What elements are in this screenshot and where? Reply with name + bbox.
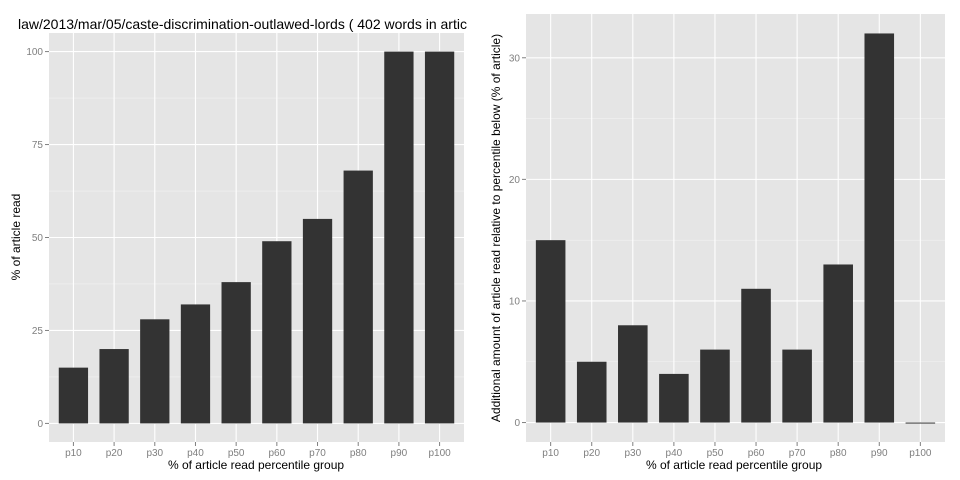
bar-p60 xyxy=(262,241,292,424)
bar-p10 xyxy=(535,240,566,423)
x-tick-label-p60: p60 xyxy=(268,448,285,459)
bar-p80 xyxy=(823,264,853,423)
left-chart-title: law/2013/mar/05/caste-discrimination-out… xyxy=(18,16,467,32)
left-x-axis-title: % of article read percentile group xyxy=(168,458,344,472)
right-y-axis-title: Additional amount of article read relati… xyxy=(489,34,503,422)
bar-p20 xyxy=(99,349,129,424)
x-tick-label-p80: p80 xyxy=(830,448,847,459)
x-tick-label-p100: p100 xyxy=(909,448,932,459)
left-x-axis: p10 p20 p30 p40 p50 p60 p70 p80 p90 p100 xyxy=(65,442,451,459)
right-x-axis: p10 p20 p30 p40 p50 p60 p70 p80 p90 p100 xyxy=(542,442,932,459)
y-tick-label: 0 xyxy=(514,418,520,429)
left-y-axis: 0 25 50 75 100 xyxy=(26,47,49,430)
x-tick-label-p70: p70 xyxy=(309,448,326,459)
bar-p90 xyxy=(864,33,895,423)
y-tick-label: 10 xyxy=(509,296,521,307)
bar-p30 xyxy=(618,325,648,423)
x-tick-label-p10: p10 xyxy=(542,448,559,459)
bar-p50 xyxy=(221,282,251,424)
left-bars xyxy=(58,51,455,424)
bar-p90 xyxy=(384,51,414,424)
y-tick-label: 50 xyxy=(32,233,44,244)
left-y-axis-title: % of article read xyxy=(9,194,23,281)
right-x-axis-title: % of article read percentile group xyxy=(646,458,822,472)
bar-p80 xyxy=(343,170,373,424)
left-chart: law/2013/mar/05/caste-discrimination-out… xyxy=(9,16,467,472)
x-tick-label-p90: p90 xyxy=(871,448,888,459)
bar-p30 xyxy=(140,319,170,424)
x-tick-label-p40: p40 xyxy=(187,448,204,459)
bar-p40 xyxy=(180,304,211,424)
bar-p10 xyxy=(58,367,89,424)
y-tick-label: 0 xyxy=(37,419,43,430)
y-tick-label: 100 xyxy=(26,47,43,58)
bar-p40 xyxy=(659,373,689,423)
y-tick-label: 30 xyxy=(509,53,521,64)
right-y-axis: 0 10 20 30 xyxy=(509,53,526,429)
x-tick-label-p20: p20 xyxy=(106,448,123,459)
bar-p50 xyxy=(700,349,730,423)
x-tick-label-p50: p50 xyxy=(228,448,245,459)
bar-p70 xyxy=(782,349,812,423)
right-bars xyxy=(535,33,936,424)
x-tick-label-p80: p80 xyxy=(350,448,367,459)
bar-p20 xyxy=(576,361,607,423)
x-tick-label-p60: p60 xyxy=(748,448,765,459)
bar-p70 xyxy=(302,218,333,424)
y-tick-label: 20 xyxy=(509,175,521,186)
x-tick-label-p30: p30 xyxy=(624,448,641,459)
x-tick-label-p10: p10 xyxy=(65,448,82,459)
x-tick-label-p100: p100 xyxy=(428,448,451,459)
y-tick-label: 75 xyxy=(32,140,44,151)
bar-p60 xyxy=(741,288,771,423)
y-tick-label: 25 xyxy=(32,326,44,337)
x-tick-label-p30: p30 xyxy=(146,448,163,459)
bar-p100 xyxy=(424,51,455,424)
x-tick-label-p50: p50 xyxy=(707,448,724,459)
x-tick-label-p90: p90 xyxy=(391,448,408,459)
x-tick-label-p70: p70 xyxy=(789,448,806,459)
x-tick-label-p40: p40 xyxy=(666,448,683,459)
x-tick-label-p20: p20 xyxy=(583,448,600,459)
bar-p100 xyxy=(905,422,936,424)
